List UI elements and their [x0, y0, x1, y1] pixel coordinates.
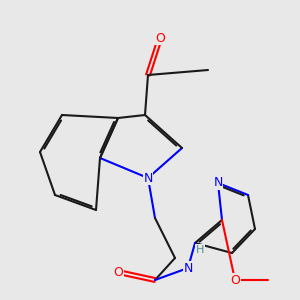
Text: O: O — [155, 32, 165, 44]
Text: H: H — [196, 245, 204, 255]
Text: N: N — [183, 262, 193, 275]
Text: O: O — [230, 274, 240, 286]
Text: O: O — [113, 266, 123, 278]
Text: N: N — [213, 176, 223, 190]
Text: N: N — [143, 172, 153, 184]
